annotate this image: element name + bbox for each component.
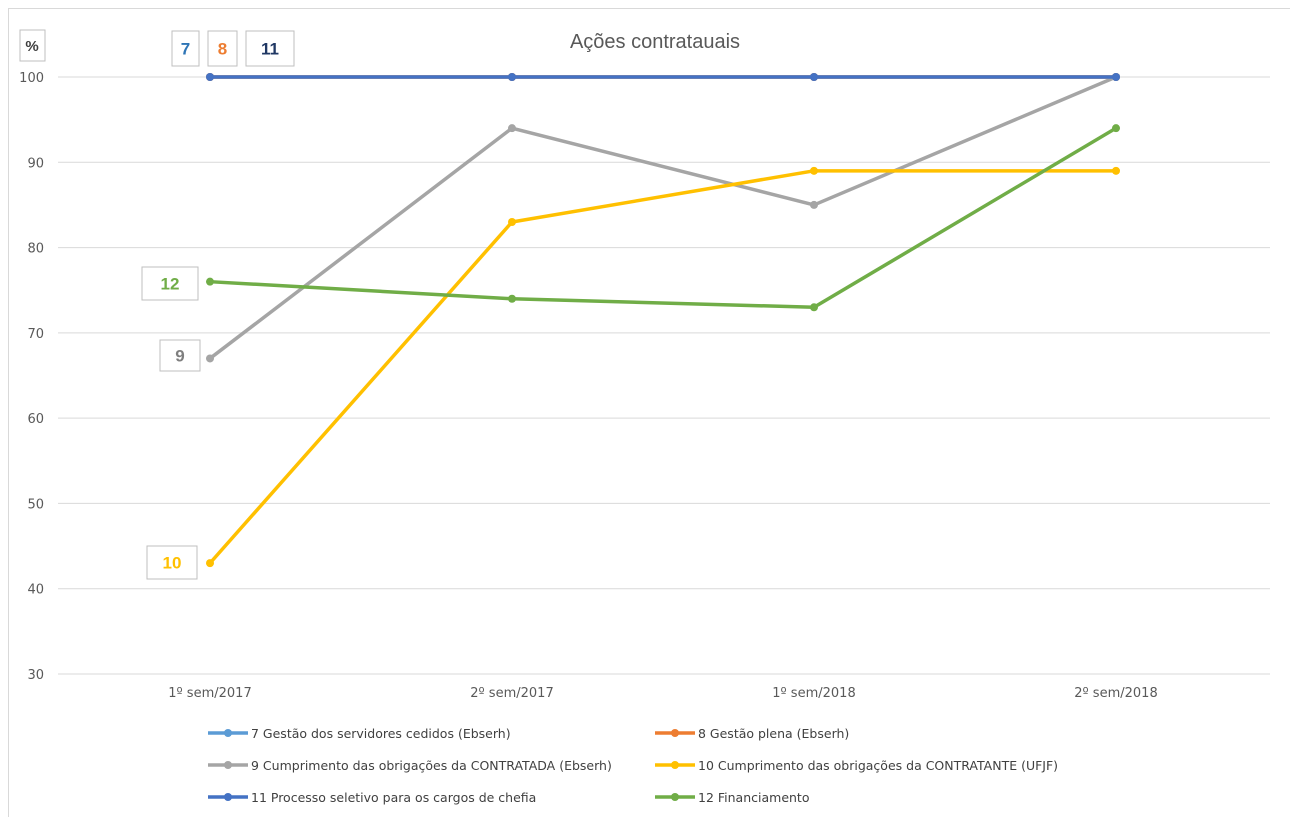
legend-label: 7 Gestão dos servidores cedidos (Ebserh): [251, 726, 511, 741]
data-point: [1112, 73, 1120, 81]
legend-item: 12 Financiamento: [655, 790, 809, 805]
label-text: 7: [181, 40, 190, 59]
legend-swatch-marker: [224, 761, 232, 769]
series-line: [209, 126, 1117, 310]
series-labels: 7 8 9 10 11 12: [141, 30, 295, 580]
x-tick-label: 1º sem/2018: [772, 686, 855, 701]
legend: 7 Gestão dos servidores cedidos (Ebserh)…: [208, 726, 1058, 805]
data-point: [810, 166, 818, 175]
y-unit-label: %: [19, 29, 46, 62]
y-tick-label: 40: [27, 583, 44, 598]
legend-item: 10 Cumprimento das obrigações da CONTRAT…: [655, 758, 1058, 773]
y-tick-label: 80: [27, 242, 44, 257]
x-tick-label: 2º sem/2017: [470, 686, 553, 701]
x-tick-label: 2º sem/2018: [1074, 686, 1157, 701]
series-line: [208, 169, 1116, 565]
series-line: [208, 75, 1117, 360]
label-box: [159, 339, 201, 372]
y-tick-label: 50: [27, 497, 44, 512]
data-point: [1112, 166, 1120, 175]
label-box: [141, 266, 199, 301]
label-box: [207, 30, 238, 67]
legend-swatch-marker: [671, 761, 679, 769]
label-text: 12: [161, 275, 180, 294]
label-box: [245, 30, 295, 67]
legend-label: 11 Processo seletivo para os cargos de c…: [251, 790, 536, 805]
legend-swatch-marker: [671, 793, 679, 801]
series-label-12: 12: [141, 266, 199, 301]
series-11: [206, 73, 1120, 81]
series-label-8: 8: [207, 30, 238, 67]
series-label-11: 11: [245, 30, 295, 67]
legend-item: 9 Cumprimento das obrigações da CONTRATA…: [208, 758, 612, 773]
legend-item: 7 Gestão dos servidores cedidos (Ebserh): [208, 726, 511, 741]
y-tick-label: 30: [27, 668, 44, 683]
y-axis-ticks: 30 40 50 60 70 80 90 100: [19, 71, 44, 683]
label-text: 11: [261, 40, 279, 59]
legend-swatch-marker: [671, 729, 679, 737]
series-12: [206, 124, 1120, 312]
label-box: [171, 30, 200, 67]
series-9: [206, 73, 1120, 363]
chart-title: Ações contratauais: [570, 31, 740, 53]
chart-frame: [8, 8, 1290, 817]
legend-label: 9 Cumprimento das obrigações da CONTRATA…: [251, 758, 612, 773]
data-point: [206, 354, 214, 363]
legend-label: 10 Cumprimento das obrigações da CONTRAT…: [698, 758, 1058, 773]
legend-item: 11 Processo seletivo para os cargos de c…: [208, 790, 536, 805]
data-point: [206, 277, 214, 286]
data-point: [1112, 124, 1120, 133]
x-axis-ticks: 1º sem/2017 2º sem/2017 1º sem/2018 2º sem/…: [168, 686, 1157, 701]
data-point: [508, 217, 516, 226]
series-lines: [206, 73, 1120, 568]
series-label-9: 9: [159, 339, 201, 372]
legend-label: 8 Gestão plena (Ebserh): [698, 726, 849, 741]
label-text: 8: [218, 40, 227, 59]
series-10: [206, 166, 1120, 568]
label-box: [146, 545, 198, 580]
y-axis-unit: %: [25, 38, 38, 55]
legend-item: 8 Gestão plena (Ebserh): [655, 726, 849, 741]
series-label-7: 7: [171, 30, 200, 67]
x-tick-label: 1º sem/2017: [168, 686, 251, 701]
data-point: [810, 73, 818, 81]
data-point: [508, 124, 516, 133]
y-tick-label: 100: [19, 71, 44, 86]
data-point: [508, 73, 516, 81]
data-point: [206, 73, 214, 81]
data-point: [206, 559, 214, 568]
y-tick-label: 70: [27, 327, 44, 342]
series-label-10: 10: [146, 545, 198, 580]
label-text: 9: [175, 347, 184, 366]
legend-swatch-marker: [224, 729, 232, 737]
legend-swatch-marker: [224, 793, 232, 801]
y-tick-label: 90: [27, 156, 44, 171]
y-tick-label: 60: [27, 412, 44, 427]
data-point: [508, 294, 516, 303]
data-point: [810, 200, 818, 209]
data-point: [810, 303, 818, 312]
legend-label: 12 Financiamento: [698, 790, 809, 805]
label-text: 10: [163, 554, 182, 573]
